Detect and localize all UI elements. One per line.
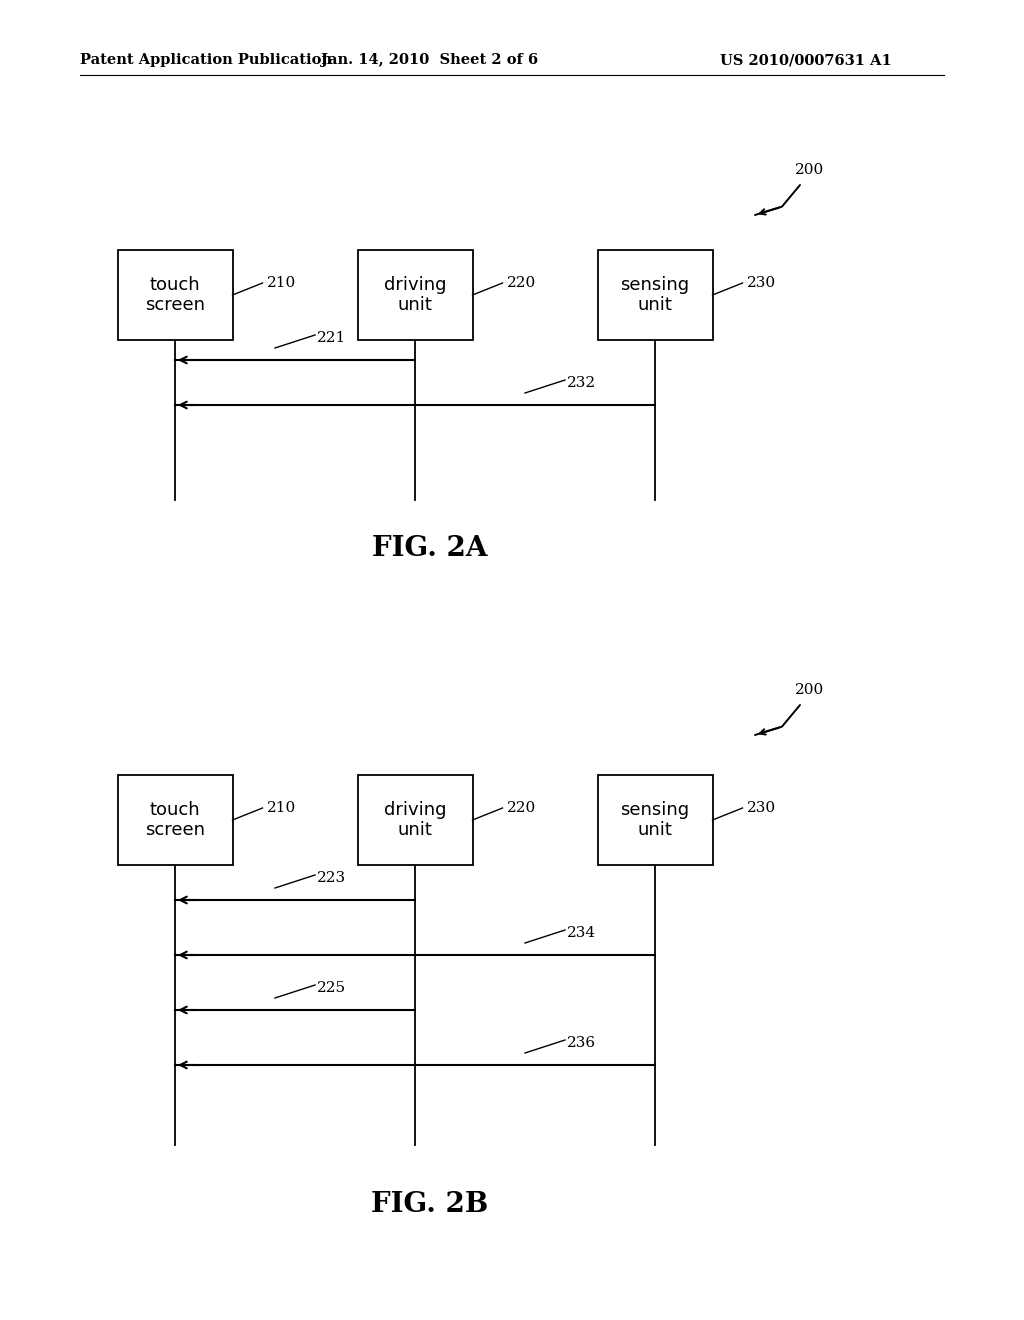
Text: touch
screen: touch screen xyxy=(145,801,205,840)
Text: 230: 230 xyxy=(746,276,775,290)
Text: 210: 210 xyxy=(266,276,296,290)
FancyBboxPatch shape xyxy=(357,775,472,865)
FancyBboxPatch shape xyxy=(597,775,713,865)
Text: sensing
unit: sensing unit xyxy=(621,801,689,840)
Text: US 2010/0007631 A1: US 2010/0007631 A1 xyxy=(720,53,892,67)
Text: 221: 221 xyxy=(317,331,346,345)
Text: 230: 230 xyxy=(746,801,775,814)
Text: 223: 223 xyxy=(317,871,346,884)
Text: 234: 234 xyxy=(567,927,596,940)
Text: 210: 210 xyxy=(266,801,296,814)
Text: 225: 225 xyxy=(317,981,346,995)
Text: 220: 220 xyxy=(507,801,536,814)
Text: 236: 236 xyxy=(567,1036,596,1049)
Text: FIG. 2B: FIG. 2B xyxy=(372,1192,488,1218)
FancyBboxPatch shape xyxy=(357,249,472,341)
Text: Patent Application Publication: Patent Application Publication xyxy=(80,53,332,67)
FancyBboxPatch shape xyxy=(118,775,232,865)
Text: FIG. 2A: FIG. 2A xyxy=(373,535,487,561)
Text: 200: 200 xyxy=(796,162,824,177)
FancyBboxPatch shape xyxy=(118,249,232,341)
Text: touch
screen: touch screen xyxy=(145,276,205,314)
FancyBboxPatch shape xyxy=(597,249,713,341)
Text: driving
unit: driving unit xyxy=(384,276,446,314)
Text: 200: 200 xyxy=(796,682,824,697)
Text: driving
unit: driving unit xyxy=(384,801,446,840)
Text: 220: 220 xyxy=(507,276,536,290)
Text: sensing
unit: sensing unit xyxy=(621,276,689,314)
Text: Jan. 14, 2010  Sheet 2 of 6: Jan. 14, 2010 Sheet 2 of 6 xyxy=(322,53,539,67)
Text: 232: 232 xyxy=(567,376,596,389)
